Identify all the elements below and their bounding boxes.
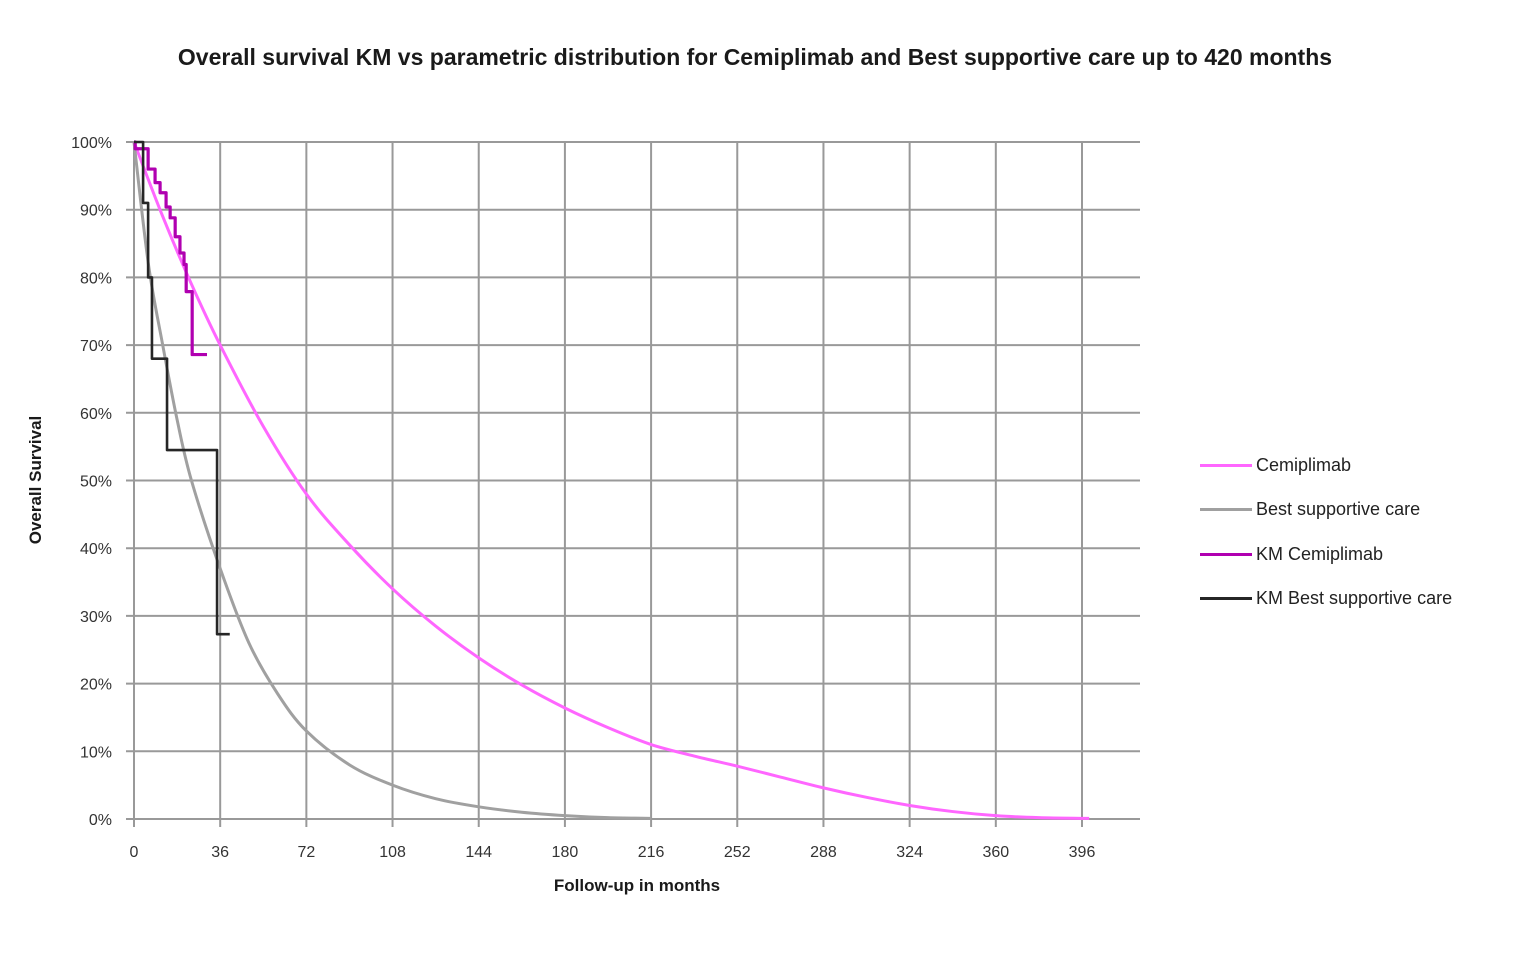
y-tick-label: 0% — [89, 812, 112, 829]
y-tick-label: 100% — [71, 135, 112, 152]
legend-label: KM Best supportive care — [1256, 588, 1453, 609]
legend-label: KM Cemiplimab — [1256, 543, 1384, 564]
series-cemiplimab — [132, 141, 1090, 820]
x-tick-label: 396 — [1069, 844, 1096, 861]
series-best-supportive-care — [132, 141, 652, 820]
y-tick-label: 70% — [80, 338, 112, 355]
series-km-cemiplimab — [133, 140, 208, 357]
legend-item-km-best-supportive-care: KM Best supportive care — [1200, 577, 1452, 622]
y-tick-label: 40% — [80, 541, 112, 558]
x-tick-label: 288 — [810, 844, 837, 861]
series-km-best-supportive-care — [134, 140, 230, 636]
x-tick-label: 108 — [379, 844, 406, 861]
x-axis-label: Follow-up in months — [553, 876, 721, 895]
axis-ticks: 0% 10% 20% 30% 40% 50% 60% 70% 80% 90% 100% 0 36 72 10… — [71, 135, 1095, 861]
y-tick-label: 20% — [80, 677, 112, 694]
x-tick-label: 216 — [638, 844, 665, 861]
legend-item-cemiplimab: Cemiplimab — [1200, 443, 1452, 488]
legend: Cemiplimab Best supportive care KM Cemip… — [1200, 443, 1452, 621]
legend-label: Cemiplimab — [1256, 454, 1352, 475]
x-tick-label: 72 — [297, 844, 315, 861]
legend-item-km-cemiplimab: KM Cemiplimab — [1200, 532, 1452, 577]
data-series — [132, 140, 1090, 820]
y-tick-label: 80% — [80, 270, 112, 287]
y-tick-label: 60% — [80, 406, 112, 423]
y-tick-label: 30% — [80, 609, 112, 626]
legend-swatch-km-cemiplimab — [1200, 552, 1252, 556]
x-tick-label: 252 — [724, 844, 751, 861]
x-tick-label: 0 — [130, 844, 139, 861]
x-tick-label: 144 — [465, 844, 492, 861]
chart-title: Overall survival KM vs parametric distri… — [177, 44, 1333, 70]
y-tick-label: 10% — [80, 744, 112, 761]
legend-swatch-km-best-supportive-care — [1200, 597, 1252, 601]
legend-label: Best supportive care — [1256, 499, 1421, 520]
grid-lines — [126, 141, 1140, 827]
legend-swatch-cemiplimab — [1200, 463, 1252, 467]
x-tick-label: 324 — [896, 844, 923, 861]
legend-swatch-best-supportive-care — [1200, 508, 1252, 512]
x-tick-label: 180 — [552, 844, 579, 861]
legend-item-best-supportive-care: Best supportive care — [1200, 488, 1452, 533]
y-tick-label: 50% — [80, 474, 112, 491]
x-tick-label: 360 — [982, 844, 1009, 861]
x-tick-label: 36 — [211, 844, 229, 861]
y-tick-label: 90% — [80, 203, 112, 220]
